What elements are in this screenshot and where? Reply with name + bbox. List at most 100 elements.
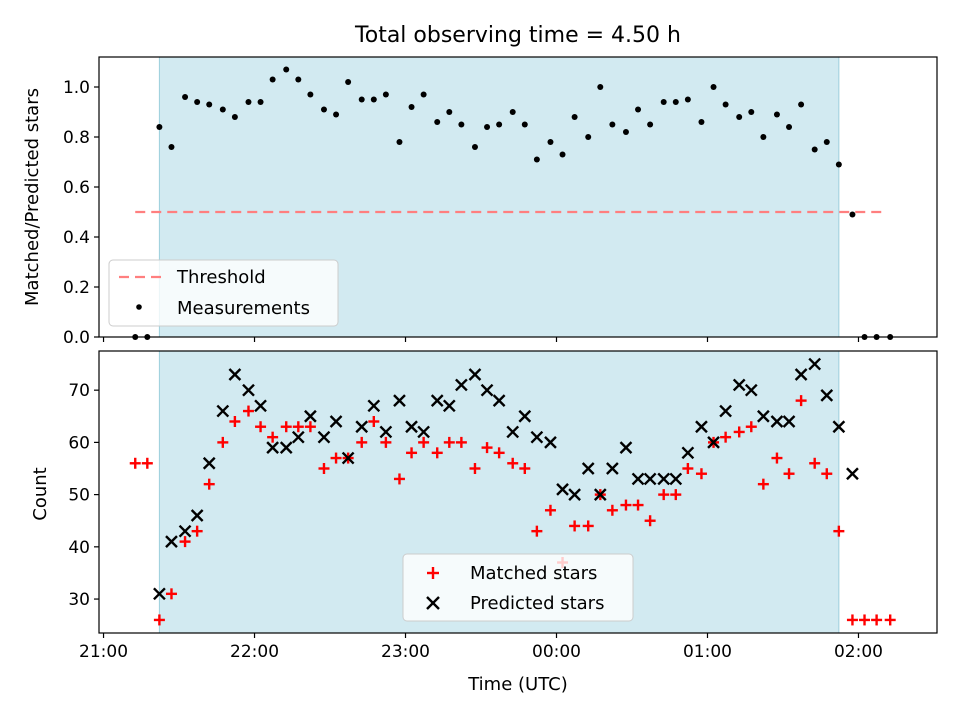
matched-star-point	[443, 436, 455, 448]
predicted-star-point	[317, 430, 331, 444]
x-axis-label: Time (UTC)	[467, 674, 568, 695]
predicted-star-point	[556, 483, 569, 496]
predicted-star-point	[341, 451, 355, 465]
matched-star-point	[569, 520, 581, 532]
predicted-star-point	[216, 404, 230, 418]
measurement-point	[748, 109, 755, 115]
measurement-point	[736, 114, 743, 120]
measurement-point	[609, 121, 616, 128]
measurement-point	[533, 156, 540, 163]
matched-star-point	[519, 463, 531, 474]
measurement-point	[206, 101, 213, 108]
measurement-point	[597, 84, 604, 90]
measurement-point	[358, 96, 365, 103]
measurement-point	[571, 114, 578, 120]
measurement-point	[798, 101, 805, 108]
measurement-point	[156, 124, 163, 130]
matched-star-point	[644, 515, 656, 527]
measurement-point	[773, 111, 780, 118]
measurement-point	[811, 146, 818, 153]
matched-star-point	[191, 525, 203, 537]
matched-star-point	[620, 499, 632, 511]
y-tick-label: 60	[68, 433, 90, 453]
predicted-star-point	[304, 409, 317, 423]
measurement-point	[194, 99, 201, 105]
top-panel: 0.0 0.2 0.4 0.6 0.8 1.0 Total observing time …	[22, 23, 938, 348]
predicted-star-point	[442, 399, 456, 413]
matched-star-point	[455, 436, 467, 448]
measurement-point	[849, 211, 856, 218]
predicted-star-point	[417, 425, 430, 439]
predicted-star-point	[794, 368, 808, 381]
measurement-point	[458, 121, 465, 128]
x-tick-label: 02:00	[834, 642, 883, 662]
matched-star-point	[304, 421, 316, 433]
matched-star-point	[544, 504, 556, 516]
y-tick-label: 0.0	[63, 328, 90, 348]
y-tick-label: 50	[68, 486, 90, 506]
predicted-star-point	[254, 399, 267, 413]
y-tick-label: 0.4	[63, 228, 90, 248]
matched-star-point	[481, 442, 493, 454]
measurement-point	[660, 99, 667, 105]
matched-star-point	[833, 525, 845, 537]
measurement-point	[382, 91, 389, 98]
predicted-star-point	[657, 472, 671, 486]
predicted-star-point	[506, 425, 520, 439]
measurements-legend-label: Measurements	[177, 298, 310, 319]
matched-stars-legend-swatch	[427, 567, 439, 579]
y-tick-label: 40	[68, 538, 90, 558]
bottom-y-ticks: 30 40 50 60 70	[68, 381, 99, 610]
predicted-star-point	[165, 535, 178, 548]
predicted-star-point	[581, 462, 595, 475]
predicted-star-point	[695, 420, 708, 434]
predicted-star-point	[279, 441, 293, 454]
predicted-star-point	[669, 472, 683, 486]
matched-star-point	[821, 468, 833, 480]
predicted-star-point	[153, 587, 166, 601]
matched-star-point	[179, 536, 191, 548]
matched-star-point	[846, 614, 858, 626]
matched-star-point	[658, 489, 670, 501]
predicted-star-point	[266, 441, 279, 454]
matched-star-point	[165, 588, 177, 600]
measurement-point	[283, 66, 290, 73]
matched-star-point	[531, 525, 543, 537]
measurement-point	[622, 129, 629, 135]
predicted-star-point	[846, 467, 859, 481]
bottom-axes-frame	[98, 350, 938, 634]
y-tick-label: 30	[68, 590, 90, 610]
predicted-star-point	[480, 383, 494, 397]
predicted-star-point	[379, 425, 393, 439]
bottom-y-axis-label: Count	[30, 467, 51, 520]
measurement-point	[182, 94, 189, 100]
predicted-star-point	[757, 409, 770, 423]
top-axes-frame	[98, 56, 938, 338]
matched-star-point	[356, 436, 368, 448]
measurement-point	[434, 119, 441, 125]
matched-star-point	[682, 463, 694, 474]
predicted-star-point	[242, 383, 255, 397]
matched-star-point	[431, 447, 443, 459]
predicted-star-point	[593, 488, 607, 501]
predicted-stars-legend-label: Predicted stars	[470, 593, 604, 614]
measurement-point	[168, 144, 175, 150]
matched-star-point	[141, 457, 153, 469]
matched-star-point	[292, 421, 304, 433]
measurement-point	[760, 134, 767, 140]
matched-star-point	[606, 504, 618, 516]
matched-star-point	[318, 463, 330, 474]
predicted-star-point	[393, 394, 406, 407]
matched-star-point	[757, 478, 769, 490]
predicted-star-point	[190, 509, 204, 522]
y-tick-label: 0.8	[63, 128, 90, 148]
top-y-ticks: 0.0 0.2 0.4 0.6 0.8 1.0	[63, 78, 99, 348]
predicted-star-point	[782, 415, 796, 428]
predicted-star-point	[202, 456, 216, 470]
measurements-legend-swatch	[136, 304, 142, 310]
predicted-star-point	[178, 524, 192, 538]
measurement-point	[396, 139, 403, 145]
predicted-star-point	[732, 378, 746, 392]
measurement-point	[295, 76, 302, 83]
